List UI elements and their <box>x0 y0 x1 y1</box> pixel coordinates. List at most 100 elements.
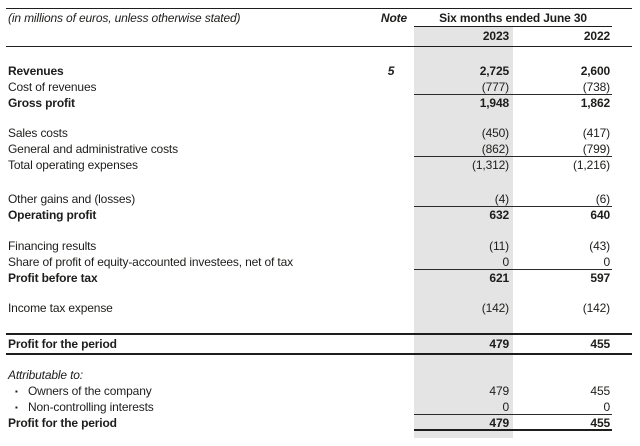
row-label: Attributable to: <box>8 368 83 382</box>
column-spacer <box>407 415 414 431</box>
header-spacer <box>6 27 414 46</box>
row-label-cell: ▪Revenues <box>6 63 375 79</box>
row-label-cell: ▪Income tax expense <box>6 300 375 316</box>
year-header-2022: 2022 <box>583 29 610 43</box>
row-label-cell: ▪ Owners of the company <box>6 383 375 399</box>
row-value-2022: (6) <box>513 191 612 207</box>
right-margin-spacer <box>612 141 632 157</box>
column-spacer <box>407 63 414 79</box>
row-label-cell: ▪Operating profit <box>6 207 375 223</box>
row-value-2023: 1,948 <box>479 96 509 110</box>
row-label: Financing results <box>8 239 97 253</box>
row-label-cell: ▪Profit before tax <box>6 270 375 286</box>
row-value-2022: 597 <box>590 271 610 285</box>
row-label-cell: ▪Other gains and (losses) <box>6 191 375 207</box>
row-label-cell: ▪Cost of revenues <box>6 79 375 95</box>
column-spacer <box>407 335 414 353</box>
row-note <box>375 191 407 207</box>
row-label-cell: ▪Sales costs <box>6 125 375 141</box>
row-value-2023: 0 <box>414 254 513 270</box>
table-row: ▪Other gains and (losses) (4) (6) <box>6 191 632 207</box>
row-value-2023: (450) <box>481 126 509 140</box>
right-margin-spacer <box>612 300 632 316</box>
row-label: Cost of revenues <box>8 80 97 94</box>
row-value-2023: (4) <box>414 191 513 207</box>
row-note <box>375 254 407 270</box>
right-margin-spacer <box>612 191 632 207</box>
column-spacer <box>407 141 414 157</box>
header-row-top: (in millions of euros, unless otherwise … <box>6 9 632 27</box>
header-row-years: 2023 2022 <box>6 27 632 46</box>
row-label: Gross profit <box>8 96 75 110</box>
row-value-2023: 0 <box>414 399 513 415</box>
row-note <box>375 125 407 141</box>
column-spacer <box>407 207 414 223</box>
row-label: General and administrative costs <box>8 142 178 156</box>
table-row: ▪Income tax expense (142) (142) <box>6 300 632 316</box>
row-value-2023: 479 <box>489 337 509 351</box>
row-label: Profit for the period <box>8 416 117 430</box>
row-value-2022: 640 <box>590 208 610 222</box>
right-margin-spacer <box>612 270 632 286</box>
right-margin-spacer <box>612 207 632 223</box>
row-note <box>375 335 407 353</box>
row-label-cell: ▪Profit for the period <box>6 415 375 431</box>
column-spacer <box>407 79 414 95</box>
row-note <box>375 79 407 95</box>
row-value-2023: 621 <box>489 271 509 285</box>
table-row: ▪Total operating expenses (1,312) (1,216… <box>6 157 632 173</box>
row-value-2023: (1,312) <box>472 158 509 172</box>
row-note <box>375 399 407 415</box>
column-spacer <box>407 300 414 316</box>
year-header-2023: 2023 <box>482 29 509 43</box>
row-label-cell: ▪ Non-controlling interests <box>6 399 375 415</box>
table-row: ▪ Non-controlling interests 0 0 <box>6 399 632 415</box>
row-label: Non-controlling interests <box>28 400 154 414</box>
right-margin-spacer <box>612 383 632 399</box>
row-label: Revenues <box>8 64 64 78</box>
table-row: ▪General and administrative costs (862) … <box>6 141 632 157</box>
right-margin-spacer <box>612 399 632 415</box>
row-label: Other gains and (losses) <box>8 192 136 206</box>
table-row: ▪ Owners of the company 479 455 <box>6 383 632 399</box>
column-spacer <box>407 157 414 173</box>
right-margin-spacer <box>612 238 632 254</box>
right-margin-spacer <box>612 254 632 270</box>
row-label-cell: ▪Attributable to: <box>6 367 375 383</box>
row-label: Total operating expenses <box>8 158 138 172</box>
row-label-cell: ▪Profit for the period <box>6 335 375 353</box>
column-spacer <box>407 95 414 111</box>
table-body: ▪Revenues 5 2,725 2,600 ▪Cost of revenue… <box>6 63 632 431</box>
right-margin-spacer <box>612 415 632 431</box>
row-value-2022: (1,216) <box>573 158 610 172</box>
row-value-2023: (11) <box>489 239 509 253</box>
column-spacer <box>407 254 414 270</box>
table-row: ▪Operating profit 632 640 <box>6 207 632 223</box>
row-label: Owners of the company <box>28 384 152 398</box>
row-label-cell: ▪General and administrative costs <box>6 141 375 157</box>
row-value-2022: (43) <box>589 239 610 253</box>
column-spacer <box>407 191 414 207</box>
row-note <box>375 367 407 383</box>
bullet-icon: ▪ <box>15 403 18 412</box>
bullet-icon: ▪ <box>15 387 18 396</box>
table-row: ▪Share of profit of equity-accounted inv… <box>6 254 632 270</box>
table-row: ▪Gross profit 1,948 1,862 <box>6 95 632 111</box>
right-margin-spacer <box>612 335 632 353</box>
row-label: Share of profit of equity-accounted inve… <box>8 255 293 269</box>
row-value-2022: 455 <box>590 384 610 398</box>
row-note <box>375 141 407 157</box>
table-row: ▪Revenues 5 2,725 2,600 <box>6 63 632 79</box>
row-value-2022: (738) <box>513 79 612 95</box>
table-row: ▪Cost of revenues (777) (738) <box>6 79 632 95</box>
right-margin-spacer <box>612 27 632 46</box>
row-note <box>375 238 407 254</box>
row-label-cell: ▪Gross profit <box>6 95 375 111</box>
row-note <box>375 415 407 431</box>
row-note <box>375 207 407 223</box>
table-row: ▪Financing results (11) (43) <box>6 238 632 254</box>
row-value-2022: (142) <box>582 301 610 315</box>
period-header: Six months ended June 30 <box>414 9 612 27</box>
row-value-2023: 479 <box>489 384 509 398</box>
column-spacer <box>407 238 414 254</box>
